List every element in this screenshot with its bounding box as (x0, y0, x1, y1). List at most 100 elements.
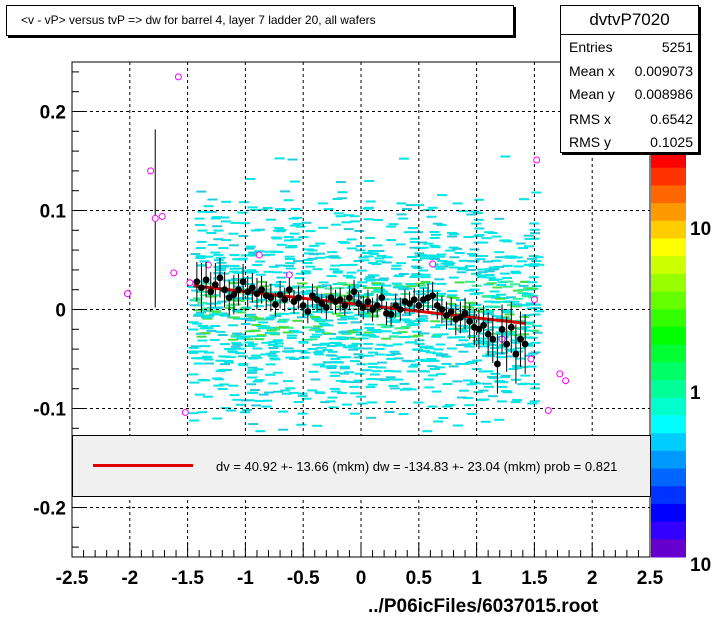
density-cell (212, 216, 222, 219)
density-cell (491, 235, 502, 238)
density-cell (206, 329, 217, 332)
density-cell (255, 273, 266, 276)
black-point (396, 306, 404, 313)
density-cell (389, 350, 400, 353)
density-cell (342, 283, 353, 286)
stats-row-rms-y: RMS y 0.1025 (569, 132, 693, 154)
density-cell (203, 205, 214, 208)
density-cell (328, 337, 339, 340)
density-cell (357, 402, 368, 405)
stats-key: Mean y (569, 86, 615, 102)
open-point (181, 408, 189, 416)
density-cell (421, 290, 431, 293)
density-cell (504, 348, 515, 351)
density-cell (371, 370, 382, 373)
density-cell (229, 264, 240, 267)
density-cell (329, 341, 340, 344)
density-cell (258, 208, 269, 211)
density-cell (307, 257, 318, 260)
density-cell (363, 331, 374, 334)
density-cell (314, 391, 325, 394)
density-cell (444, 263, 455, 266)
density-cell (192, 297, 203, 300)
density-cell (289, 286, 300, 289)
density-cell (371, 282, 382, 285)
density-cell (524, 321, 535, 324)
density-cell (209, 338, 220, 341)
density-cell (497, 385, 507, 388)
density-cell (255, 430, 266, 433)
black-point (494, 360, 501, 368)
density-cell (340, 380, 351, 383)
density-cell (220, 343, 230, 346)
density-cell (462, 379, 473, 382)
density-cell (441, 363, 452, 365)
density-cell (366, 416, 377, 419)
density-cell (406, 285, 417, 288)
density-cell (196, 240, 207, 243)
density-cell (232, 297, 243, 299)
density-cell (276, 320, 287, 323)
density-cell (212, 312, 223, 315)
density-cell (417, 315, 428, 318)
black-point (346, 294, 353, 302)
density-cell (376, 343, 387, 346)
density-cell (300, 290, 311, 293)
density-cell (431, 334, 442, 337)
palette-cell (651, 433, 686, 452)
density-cell (467, 260, 478, 263)
density-cell (399, 318, 410, 321)
density-cell (190, 345, 201, 348)
density-cell (329, 374, 340, 377)
density-cell (512, 256, 523, 259)
density-cell (414, 204, 424, 207)
density-cell (402, 208, 413, 210)
density-cell (326, 345, 337, 347)
palette-cell (651, 309, 686, 328)
density-cell (433, 298, 444, 301)
black-point (285, 286, 293, 294)
density-cell (197, 229, 208, 232)
density-cell (317, 202, 328, 205)
density-cell (250, 229, 261, 232)
density-cell (494, 380, 505, 383)
density-cell (523, 263, 534, 266)
density-cell (436, 253, 447, 256)
black-point (309, 292, 316, 300)
density-cell (321, 284, 332, 287)
density-cell (336, 392, 347, 394)
density-cell (247, 369, 258, 372)
density-cell (235, 352, 246, 355)
density-cell (455, 336, 466, 339)
density-cell (422, 430, 433, 433)
density-cell (452, 380, 463, 383)
density-cell (354, 230, 365, 232)
density-cell (415, 284, 426, 287)
density-cell (212, 377, 223, 380)
density-cell (363, 286, 373, 289)
density-cell (240, 222, 250, 225)
density-cell (417, 241, 428, 244)
density-cell (213, 384, 224, 387)
density-cell (503, 280, 514, 283)
fit-legend: dv = 40.92 +- 13.66 (mkm) dw = -134.83 +… (72, 435, 651, 497)
density-cell (190, 253, 201, 256)
density-cell (499, 239, 510, 242)
density-cell (445, 302, 456, 305)
density-cell (476, 398, 487, 401)
density-cell (332, 361, 343, 363)
density-cell (351, 342, 362, 345)
density-cell (302, 262, 313, 265)
density-cell (531, 324, 542, 327)
density-cell (372, 219, 383, 221)
density-cell (458, 259, 469, 262)
density-cell (217, 388, 228, 390)
density-cell (519, 333, 529, 336)
density-cell (276, 276, 287, 279)
black-point (484, 330, 492, 338)
density-cell (294, 277, 305, 280)
palette-cell (651, 326, 686, 346)
open-point (556, 370, 564, 378)
density-cell (474, 227, 485, 230)
stats-value: 0.009073 (634, 63, 693, 79)
